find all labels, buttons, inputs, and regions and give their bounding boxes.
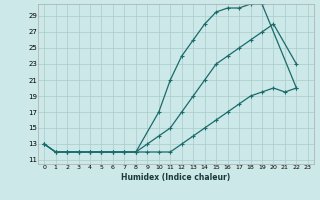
X-axis label: Humidex (Indice chaleur): Humidex (Indice chaleur) bbox=[121, 173, 231, 182]
